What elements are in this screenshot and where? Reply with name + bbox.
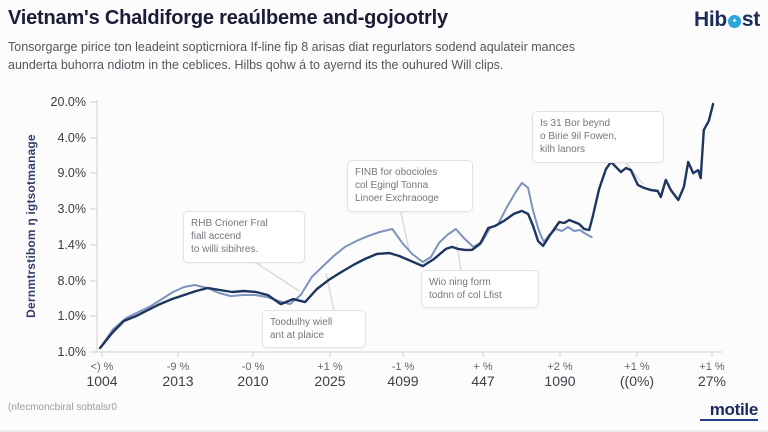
annotation-line: o Birie 9il Fowen, [540, 131, 617, 143]
brand-logo-suffix: st [741, 8, 760, 31]
annotation-line: Is 31 Bor beynd [540, 118, 611, 129]
y-tick: 8.0% [58, 274, 87, 288]
y-tick: 4.0% [58, 131, 87, 145]
chart-series-group [98, 102, 715, 350]
annotation-line: Wio ning form [429, 277, 491, 288]
series-light-steel [99, 181, 593, 349]
y-tick: 9.0% [58, 166, 87, 180]
annotation-callout: FINB for obocioles col Egingl Tonna Lino… [347, 160, 473, 212]
x-tick-year: 27% [698, 373, 726, 389]
brand-logo-top: Hib st [694, 8, 760, 32]
y-tick: 1.0% [58, 309, 87, 323]
x-tick-pct: -0 % [242, 361, 265, 373]
annotation-callout: RHB Crioner Fral fiall accend to willi s… [183, 211, 305, 263]
annotation-line: FINB for obocioles [355, 167, 438, 178]
y-tick: 3.0% [58, 202, 87, 216]
axes [90, 100, 722, 357]
bottom-edge-divider [0, 430, 768, 432]
x-tick-pct: -1 % [392, 361, 415, 373]
x-tick-pct: <) % [91, 361, 114, 373]
x-tick-year: ((0%) [620, 373, 654, 389]
series-dark-navy [98, 102, 715, 350]
annotation-pointer [325, 272, 335, 312]
annotation-line: Linoer Exchraooge [355, 193, 439, 205]
x-tick-pct: +2 % [547, 361, 573, 373]
sparkle-dot-icon [727, 15, 741, 28]
x-tick-year: 1004 [86, 373, 117, 389]
page-subtitle: Tonsorgarge pirice ton leadeint sopticrn… [8, 38, 648, 74]
x-tick-pct: +1 % [699, 361, 725, 373]
source-note: (nfecmoncbiral sobtalsr0 [8, 402, 117, 413]
y-tick: 1.0% [58, 345, 87, 359]
y-axis-labels: 20.0% 4.0% 9.0% 3.0% 1.4% 8.0% 1.0% 1.0% [51, 95, 86, 359]
brand-logo-bottom: motile [709, 400, 759, 419]
x-tick-year: 2010 [237, 373, 268, 389]
annotation-line: Toodulhy wiell [270, 317, 333, 328]
annotation-callout: Is 31 Bor beynd o Birie 9il Fowen, kilh … [532, 111, 664, 163]
x-tick-pct: + % [473, 361, 492, 373]
subtitle-line-1: Tonsorgarge pirice ton leadeint sopticrn… [8, 40, 575, 54]
annotation-callout: Toodulhy wiell ant at plaice [262, 310, 366, 349]
x-tick-year: 2025 [314, 373, 345, 389]
y-tick: 20.0% [51, 95, 86, 109]
annotation-line: ant at plaice [270, 330, 324, 342]
annotation-callout: Wio ning form todnn of col Lfist [421, 270, 539, 309]
annotation-line: col Egingl Tonna [355, 180, 429, 192]
annotation-line: fiall accend [191, 231, 242, 243]
x-tick-year: 1090 [544, 373, 575, 389]
x-tick-pct: +1 % [317, 361, 343, 373]
y-tick: 1.4% [58, 238, 87, 252]
brand-underline [700, 419, 758, 421]
x-tick-year: 447 [471, 373, 495, 389]
annotation-line: RHB Crioner Fral [191, 218, 268, 229]
x-tick-year: 4099 [387, 373, 418, 389]
x-tick-year: 2013 [162, 373, 193, 389]
annotation-line: kilh lanors [540, 144, 586, 156]
x-tick-pct: -9 % [167, 361, 190, 373]
page-title: Vietnam's Chaldiforge reaúlbeme and-gojo… [8, 7, 448, 29]
x-tick-pct: +1 % [624, 361, 650, 373]
subtitle-line-2: aunderta buhorra ndiotm in the ceblices.… [8, 58, 504, 73]
x-axis-labels: <) % 1004 -9 % 2013 -0 % 2010 +1 % 2025 … [86, 361, 726, 389]
annotation-pointer [399, 207, 410, 251]
annotation-line: to willi sibihres. [191, 244, 259, 256]
annotation-pointer [254, 261, 300, 292]
annotation-line: todnn of col Lfist [429, 290, 502, 302]
brand-logo-prefix: Hib [693, 8, 727, 31]
